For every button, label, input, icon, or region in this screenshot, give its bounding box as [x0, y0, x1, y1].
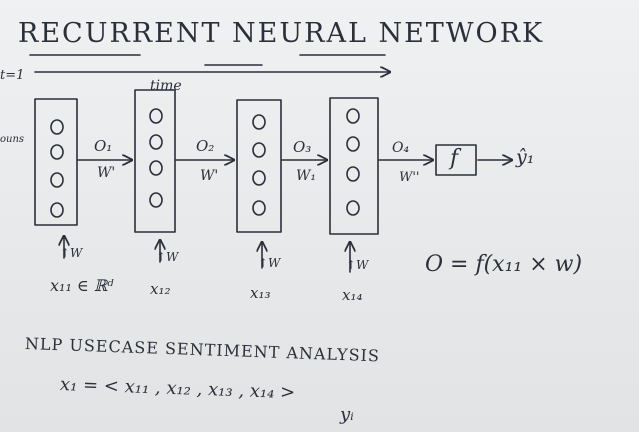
prediction-label: ŷ₁ — [516, 146, 535, 168]
activation-box — [435, 144, 477, 176]
weight-label-1: W' — [97, 165, 116, 181]
output-label-4: O₄ — [392, 140, 410, 156]
input-label-4: x₁₄ — [342, 286, 363, 304]
input-weight-1: ↑W — [60, 246, 83, 260]
neuron — [252, 200, 266, 216]
title: RECURRENT NEURAL NETWORK — [18, 18, 545, 49]
weight-label-3: W₁ — [296, 168, 317, 184]
input-weight-4: ↑W — [346, 258, 369, 272]
neuron — [346, 200, 360, 216]
neuron — [346, 136, 360, 152]
rnn-cell-2 — [134, 89, 176, 233]
target-label: yᵢ — [340, 404, 354, 425]
weight-label-2: W' — [200, 168, 219, 184]
input-label-2: x₁₂ — [150, 280, 171, 298]
output-label-1: O₁ — [94, 137, 113, 155]
neuron — [252, 142, 266, 158]
input-weight-3: ↑W — [258, 256, 281, 270]
output-label-3: O₃ — [293, 138, 312, 156]
edge-left-label: ouns — [0, 134, 25, 145]
neuron — [50, 202, 64, 218]
neuron — [149, 192, 163, 208]
output-label-2: O₂ — [196, 137, 215, 155]
input-weight-2: ↑W — [156, 250, 179, 264]
activation-label: f — [450, 146, 459, 171]
rnn-cell-1 — [34, 98, 78, 226]
input-label-1: x₁₁ ∈ ℝᵈ — [50, 276, 114, 295]
time-start-label: t=1 — [0, 68, 25, 83]
neuron — [50, 172, 64, 188]
neuron — [50, 144, 64, 160]
neuron — [50, 119, 64, 135]
rnn-cell-4 — [329, 97, 379, 235]
neuron — [346, 108, 360, 124]
neuron — [149, 108, 163, 124]
rnn-cell-3 — [236, 99, 282, 233]
input-label-3: x₁₃ — [250, 284, 271, 302]
neuron — [346, 166, 360, 182]
neuron — [149, 160, 163, 176]
weight-label-4: W'' — [399, 170, 420, 185]
neuron — [252, 170, 266, 186]
neuron — [252, 114, 266, 130]
time-label: time — [150, 78, 182, 94]
neuron — [149, 134, 163, 150]
formula: O = f(x₁₁ × w) — [425, 252, 583, 277]
